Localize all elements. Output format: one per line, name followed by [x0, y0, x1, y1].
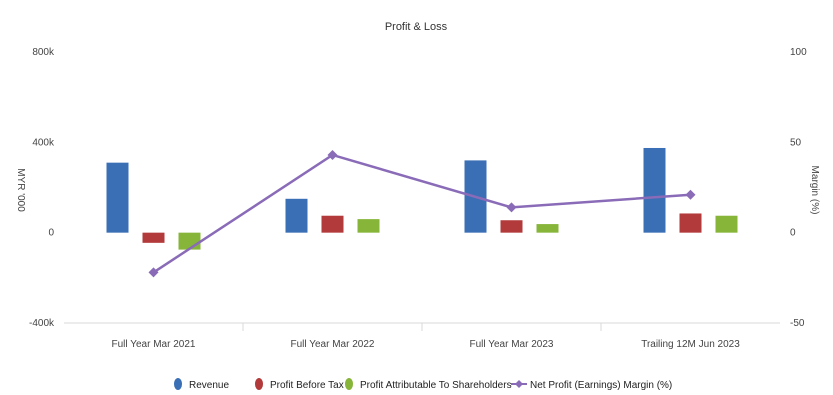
legend-label: Profit Before Tax	[270, 380, 344, 391]
y2-tick-label: 0	[790, 228, 796, 239]
legend-marker	[255, 378, 263, 390]
legend-label: Profit Attributable To Shareholders	[360, 380, 512, 391]
left-axis-title: MYR '000	[15, 168, 26, 212]
bar-profit-before-tax	[679, 213, 702, 233]
margin-point	[685, 189, 696, 200]
y-tick-label: 800k	[32, 47, 55, 58]
margin-point	[506, 202, 517, 213]
bar-revenue	[643, 147, 666, 233]
bar-profit-before-tax	[321, 215, 344, 233]
chart-title: Profit & Loss	[385, 21, 448, 33]
bar-profit-attributable-to-shareholders	[715, 215, 738, 233]
right-axis: -50 0 50 100	[790, 47, 807, 329]
y-tick-label: 0	[48, 228, 54, 239]
legend: Revenue Profit Before Tax Profit Attributa…	[174, 378, 672, 391]
y2-tick-label: 100	[790, 47, 807, 58]
bar-profit-attributable-to-shareholders	[536, 224, 559, 233]
margin-point	[148, 267, 159, 278]
bar-profit-before-tax	[500, 220, 523, 233]
bar-profit-attributable-to-shareholders	[178, 232, 201, 250]
bar-revenue	[285, 198, 308, 233]
right-axis-title: Margin (%)	[809, 166, 820, 215]
bar-profit-before-tax	[142, 232, 165, 243]
margin-line-series	[148, 149, 696, 278]
x-tick-label: Full Year Mar 2021	[112, 339, 196, 350]
y-tick-label: 400k	[32, 137, 55, 148]
margin-point	[327, 149, 338, 160]
x-tick-label: Full Year Mar 2023	[470, 339, 554, 350]
x-tick-label: Full Year Mar 2022	[291, 339, 375, 350]
legend-marker	[174, 378, 182, 390]
legend-marker	[345, 378, 353, 390]
legend-label: Revenue	[189, 380, 229, 391]
bar-revenue	[106, 162, 129, 233]
y-tick-label: -400k	[29, 318, 55, 329]
y2-tick-label: 50	[790, 137, 802, 148]
y2-tick-label: -50	[790, 318, 805, 329]
x-tick-label: Trailing 12M Jun 2023	[641, 339, 740, 350]
x-axis: Full Year Mar 2021 Full Year Mar 2022 Full…	[112, 339, 741, 350]
margin-line	[152, 153, 691, 274]
left-axis: -400k 0 400k 800k	[29, 47, 55, 329]
legend-label: Net Profit (Earnings) Margin (%)	[530, 380, 672, 391]
bar-profit-attributable-to-shareholders	[357, 219, 380, 233]
category-grid	[64, 322, 780, 331]
legend-marker	[515, 380, 523, 388]
